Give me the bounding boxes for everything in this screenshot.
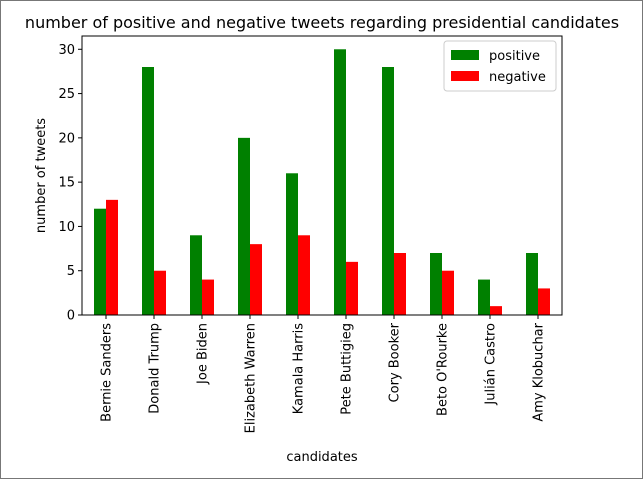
legend-label-negative: negative <box>489 70 546 85</box>
bar-negative-4 <box>298 235 310 315</box>
y-axis-label: number of tweets <box>34 118 49 233</box>
bar-positive-4 <box>286 173 298 315</box>
x-tick-label-0: Bernie Sanders <box>100 323 115 422</box>
bar-negative-3 <box>250 244 262 315</box>
bar-negative-8 <box>490 306 502 315</box>
chart-title: number of positive and negative tweets r… <box>25 13 619 32</box>
legend-swatch-positive <box>451 50 479 60</box>
bars-group <box>94 49 550 316</box>
x-tick-label-8: Julián Castro <box>484 323 499 406</box>
bar-negative-5 <box>346 261 358 315</box>
bar-positive-1 <box>142 67 154 315</box>
bar-positive-5 <box>334 49 346 316</box>
y-tick-label-6: 30 <box>58 43 75 58</box>
bar-positive-8 <box>478 279 490 315</box>
x-axis-label: candidates <box>286 450 358 465</box>
x-tick-label-3: Elizabeth Warren <box>244 323 259 433</box>
y-tick-label-5: 25 <box>58 87 75 102</box>
bar-positive-6 <box>382 67 394 315</box>
legend: positive negative <box>443 40 557 92</box>
bar-positive-2 <box>190 235 202 315</box>
bar-negative-2 <box>202 279 214 315</box>
x-tick-label-5: Pete Buttigieg <box>340 323 355 415</box>
bar-negative-0 <box>106 199 118 315</box>
y-tick-label-4: 20 <box>58 131 75 146</box>
y-axis: 0 5 10 15 20 25 30 <box>58 43 82 324</box>
x-tick-label-6: Cory Booker <box>388 322 403 402</box>
x-tick-label-4: Kamala Harris <box>292 323 307 414</box>
legend-swatch-negative <box>451 71 479 81</box>
y-tick-label-2: 10 <box>58 220 75 235</box>
x-axis: Bernie Sanders Donald Trump Joe Biden Eliza… <box>100 315 547 433</box>
bar-negative-7 <box>442 270 454 315</box>
x-tick-label-9: Amy Klobuchar <box>532 322 547 421</box>
y-tick-label-0: 0 <box>67 309 75 324</box>
bar-negative-6 <box>394 253 406 315</box>
x-tick-label-7: Beto O'Rourke <box>436 323 451 416</box>
x-tick-label-2: Joe Biden <box>196 323 211 385</box>
bar-negative-1 <box>154 270 166 315</box>
bar-negative-9 <box>538 288 550 315</box>
bar-positive-0 <box>94 208 106 315</box>
bar-positive-9 <box>526 253 538 315</box>
y-tick-label-1: 5 <box>67 264 75 279</box>
bar-positive-7 <box>430 253 442 315</box>
legend-label-positive: positive <box>489 49 540 64</box>
bar-positive-3 <box>238 137 250 315</box>
y-tick-label-3: 15 <box>58 176 75 191</box>
plot-area-frame <box>81 35 563 316</box>
x-tick-label-1: Donald Trump <box>148 323 163 414</box>
